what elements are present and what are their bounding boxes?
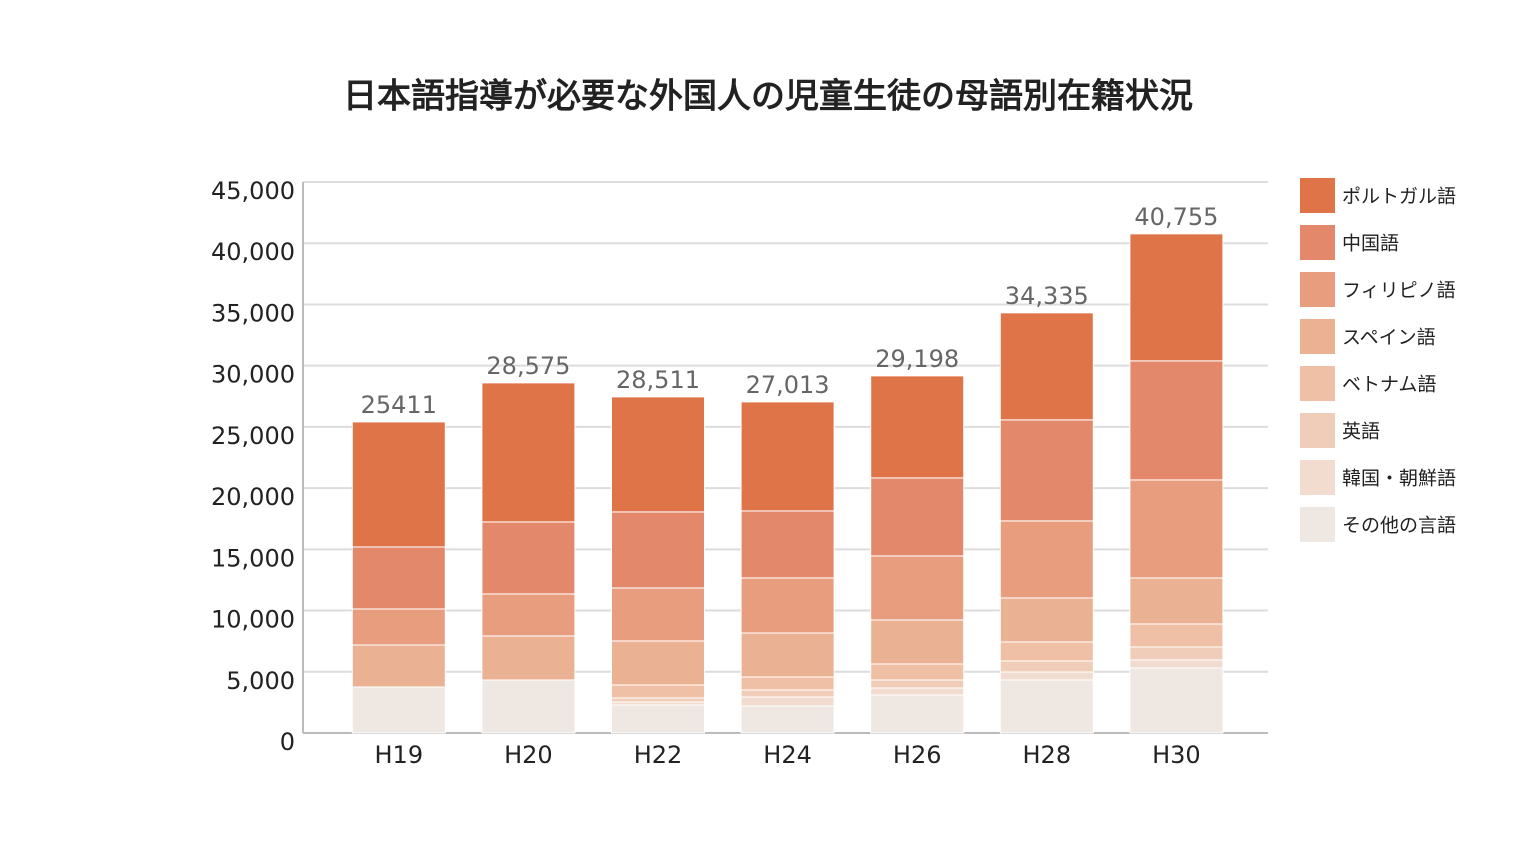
legend-label: その他の言語: [1342, 515, 1456, 537]
total-label: 25411: [361, 391, 437, 419]
bar-segment: [1129, 360, 1224, 481]
y-tick-label: 40,000: [211, 238, 295, 266]
legend-swatch: [1300, 413, 1335, 448]
bar-segment: [999, 520, 1094, 599]
legend-label: スペイン語: [1342, 327, 1436, 349]
x-tick-label: H19: [375, 741, 424, 769]
legend-swatch: [1300, 225, 1335, 260]
legend-label: ベトナム語: [1342, 374, 1436, 396]
x-tick-label: H22: [634, 741, 683, 769]
legend-label: 韓国・朝鮮語: [1342, 468, 1456, 490]
bar-segment: [1129, 646, 1224, 661]
bar-segment: [611, 640, 705, 686]
y-tick-label: 10,000: [211, 606, 295, 634]
bar-segment: [999, 671, 1094, 681]
legend-swatch: [1300, 272, 1335, 307]
total-label: 27,013: [746, 371, 830, 399]
bar-segment: [999, 312, 1094, 421]
bar-segment: [351, 546, 446, 610]
y-tick-label: 45,000: [211, 177, 295, 205]
bar-segment: [870, 477, 965, 557]
legend-label: 英語: [1342, 421, 1380, 443]
bar-segment: [999, 660, 1094, 673]
y-tick-label: 35,000: [211, 299, 295, 327]
legend-swatch: [1300, 366, 1335, 401]
bar-segment: [611, 511, 705, 589]
bar-segment: [351, 686, 446, 734]
bar-segment: [740, 689, 835, 698]
legend-swatch: [1300, 460, 1335, 495]
bar-segment: [740, 401, 835, 512]
bar-segment: [481, 382, 576, 523]
legend-label: フィリピノ語: [1342, 280, 1456, 302]
legend-swatch: [1300, 507, 1335, 542]
bar-segment: [870, 679, 965, 689]
bar-segment: [870, 663, 965, 681]
bar-segment: [1129, 479, 1224, 579]
bar-segment: [870, 375, 965, 479]
bar-segment: [740, 696, 835, 707]
bar-segment: [611, 587, 705, 642]
legend-swatch: [1300, 319, 1335, 354]
bar-segment: [1129, 667, 1224, 734]
bar-segment: [740, 676, 835, 691]
total-label: 28,575: [486, 352, 570, 380]
bar-segment: [1129, 577, 1224, 625]
bar-segment: [999, 597, 1094, 643]
bar-segment: [1129, 233, 1224, 362]
total-label: 40,755: [1134, 203, 1218, 231]
x-tick-label: H26: [893, 741, 942, 769]
bar-segment: [999, 679, 1094, 734]
bar-segment: [611, 697, 705, 703]
bar-segment: [870, 687, 965, 696]
y-tick-label: 20,000: [211, 483, 295, 511]
x-tick-label: H24: [763, 741, 812, 769]
bar-segment: [481, 593, 576, 637]
x-tick-label: H20: [504, 741, 553, 769]
bar-segment: [870, 694, 965, 734]
bar-segment: [740, 632, 835, 678]
bar-segment: [611, 684, 705, 699]
total-label: 28,511: [616, 366, 700, 394]
bar-segment: [351, 421, 446, 548]
bar-segment: [481, 635, 576, 681]
bar-segment: [351, 644, 446, 688]
total-label: 34,335: [1005, 282, 1089, 310]
bar-segment: [611, 396, 705, 513]
bar-segment: [999, 419, 1094, 522]
chart-title: 日本語指導が必要な外国人の児童生徒の母語別在籍状況: [343, 77, 1193, 117]
bar-segment: [351, 608, 446, 646]
y-tick-label: 0: [280, 728, 295, 756]
bar-segment: [481, 521, 576, 595]
legend-label: ポルトガル語: [1342, 186, 1456, 208]
bar-segment: [1129, 623, 1224, 648]
bar-segment: [611, 704, 705, 734]
bar-segment: [870, 555, 965, 621]
x-tick-label: H30: [1152, 741, 1201, 769]
legend-swatch: [1300, 178, 1335, 213]
legend-label: 中国語: [1342, 233, 1399, 255]
y-tick-label: 15,000: [211, 544, 295, 572]
total-label: 29,198: [875, 345, 959, 373]
bar-segment: [740, 577, 835, 634]
bar-segment: [870, 619, 965, 665]
bar-segment: [481, 679, 576, 734]
bar-segment: [740, 510, 835, 579]
y-tick-label: 5,000: [226, 667, 295, 695]
x-tick-label: H28: [1023, 741, 1072, 769]
bar-segment: [1129, 659, 1224, 669]
bar-segment: [740, 705, 835, 734]
y-tick-label: 30,000: [211, 361, 295, 389]
y-tick-label: 25,000: [211, 422, 295, 450]
bar-segment: [999, 641, 1094, 662]
